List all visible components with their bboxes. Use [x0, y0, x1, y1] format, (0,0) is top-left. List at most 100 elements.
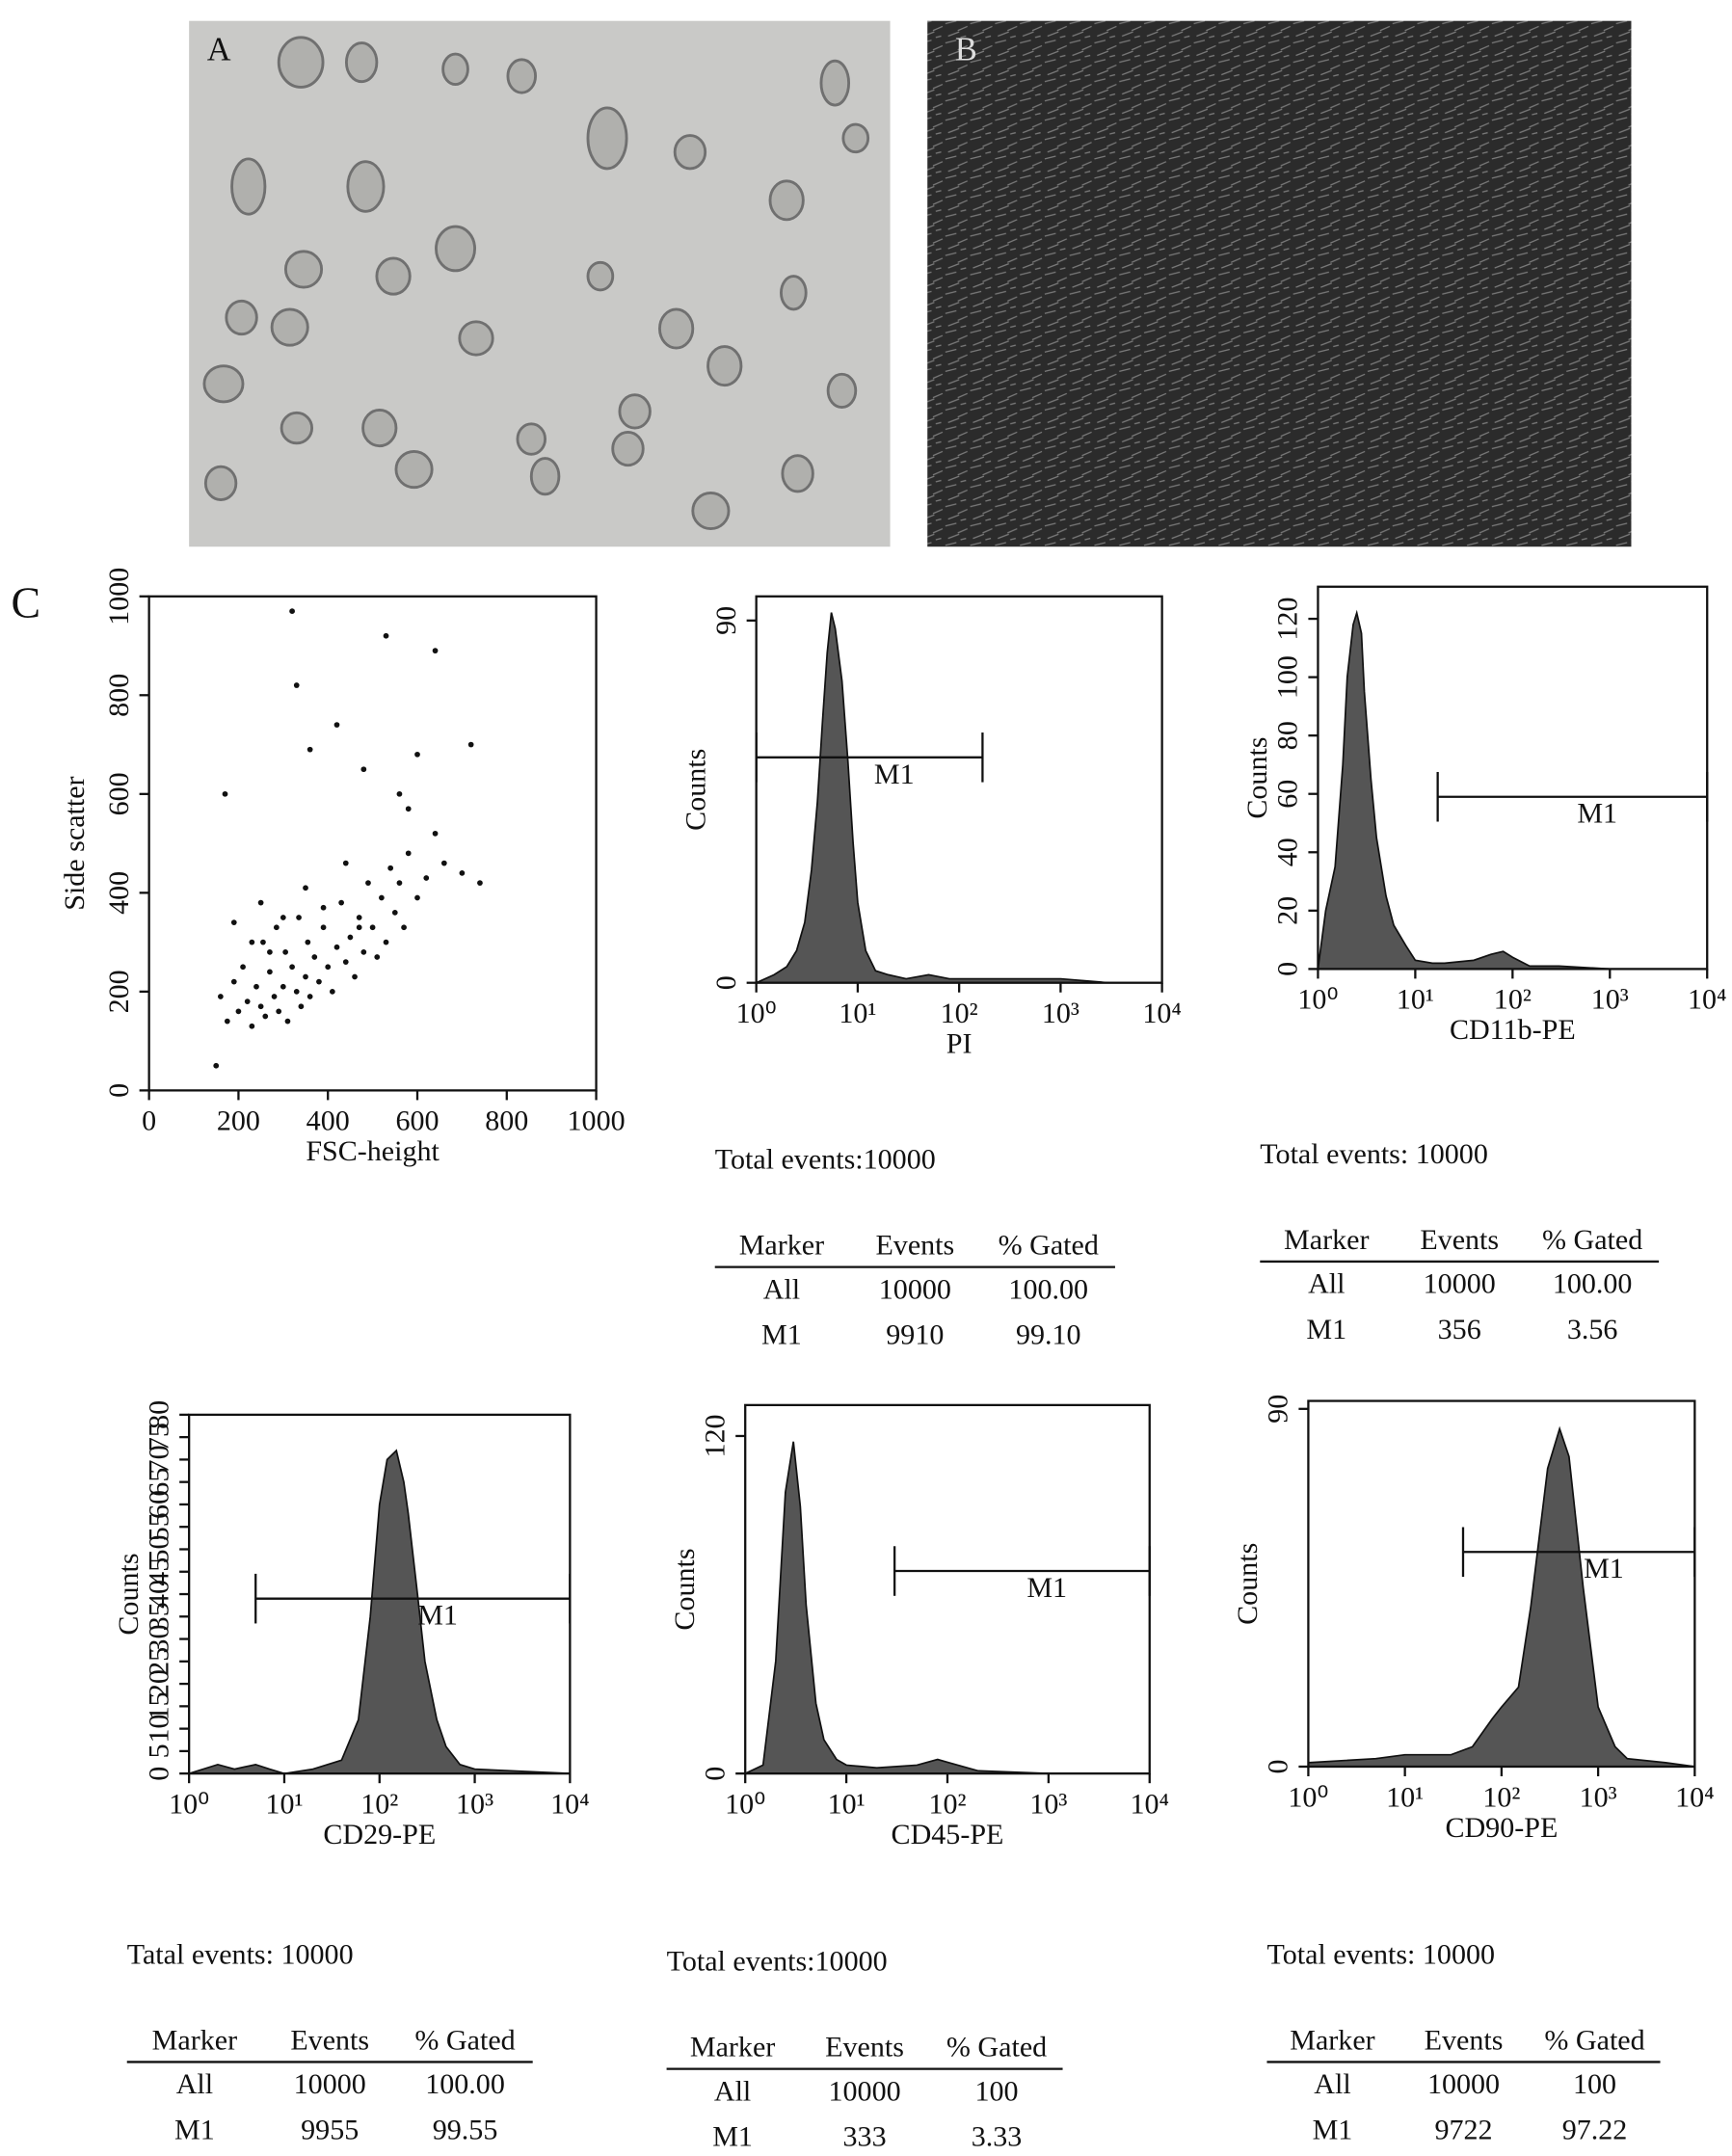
y-tick-label: 60	[1271, 780, 1304, 809]
table-cell: 100.00	[1553, 1267, 1633, 1300]
point	[467, 741, 474, 748]
x-tick-label: 10⁰	[725, 1787, 765, 1820]
panel-label: A	[207, 32, 231, 68]
y-tick-label: 800	[102, 674, 135, 717]
point	[230, 919, 237, 925]
y-tick-label: 100	[1271, 655, 1304, 699]
x-tick-label: 10²	[928, 1787, 966, 1820]
y-tick-label: 5	[142, 1743, 174, 1758]
x-tick-label: 10¹	[1397, 983, 1434, 1016]
y-tick-label: 600	[102, 772, 135, 815]
total-events: Total events: 10000	[1266, 1938, 1495, 1971]
point	[383, 939, 389, 945]
point	[306, 994, 313, 999]
y-tick-label: 40	[1271, 838, 1304, 866]
x-tick-label: 10²	[941, 997, 978, 1029]
total-events: Total events: 10000	[1260, 1137, 1488, 1170]
point	[338, 899, 344, 906]
table-header: Marker	[152, 2023, 237, 2056]
x-axis-title: CD90-PE	[1445, 1811, 1558, 1844]
y-tick-label: 1000	[102, 568, 135, 626]
x-tick-label: 0	[142, 1105, 156, 1137]
table-cell: 99.10	[1016, 1318, 1081, 1351]
point	[257, 899, 264, 906]
table-header: Events	[825, 2030, 904, 2063]
table-cell: 356	[1438, 1313, 1481, 1345]
table-header: Events	[290, 2023, 369, 2056]
y-tick-label: 75	[142, 1423, 174, 1451]
x-tick-label: 10²	[360, 1787, 398, 1820]
point	[365, 880, 371, 886]
y-tick-label: 120	[698, 1414, 731, 1457]
table-cell: 333	[843, 2120, 887, 2153]
x-tick-label: 200	[217, 1105, 260, 1137]
histogram-chart: 10⁰ 10¹ 10² 10³ 10⁴ 0 510152025303540455055606…	[112, 1400, 590, 2146]
table-cell: All	[176, 2067, 213, 2100]
y-tick-label: 55	[142, 1512, 174, 1541]
table-cell: M1	[1313, 2113, 1353, 2145]
table-header: Marker	[739, 1229, 824, 1262]
point	[289, 964, 295, 971]
point	[280, 915, 286, 920]
table-cell: M1	[174, 2113, 215, 2145]
point	[423, 875, 430, 881]
x-tick-label: 10⁰	[169, 1787, 209, 1820]
histogram-area	[188, 1449, 571, 1775]
y-tick-label: 120	[1271, 598, 1304, 641]
x-axis-title: CD29-PE	[323, 1818, 436, 1850]
table-cell: 100.00	[425, 2067, 505, 2100]
table-header: % Gated	[946, 2030, 1047, 2063]
point	[320, 904, 327, 911]
x-tick-label: 10⁴	[1130, 1787, 1169, 1820]
total-events: Total events:10000	[667, 1945, 888, 1978]
point	[432, 648, 439, 654]
x-tick-label: 10⁰	[1297, 983, 1338, 1016]
point	[352, 973, 358, 980]
table-cell: M1	[712, 2120, 753, 2153]
x-tick-label: 10¹	[839, 997, 876, 1029]
histogram-area	[1307, 1425, 1695, 1768]
y-tick-label: 0	[1262, 1759, 1294, 1773]
y-tick-label: 30	[142, 1625, 174, 1654]
gate-label: M1	[1584, 1552, 1624, 1584]
point	[298, 1003, 305, 1010]
histogram-area	[756, 612, 1162, 984]
x-tick-label: 10⁰	[736, 997, 777, 1029]
panel-label: B	[955, 32, 977, 68]
point	[477, 880, 483, 886]
plot-frame	[744, 1403, 1151, 1775]
point	[224, 1018, 230, 1025]
y-tick-label: 90	[1262, 1395, 1294, 1424]
point	[405, 850, 412, 857]
y-tick-label: 70	[142, 1445, 174, 1474]
table-cell: 100	[1573, 2067, 1616, 2100]
table-cell: All	[1314, 2067, 1350, 2100]
x-axis-title: PI	[946, 1026, 973, 1059]
point	[396, 880, 403, 886]
point	[249, 1023, 255, 1029]
point	[276, 1008, 282, 1015]
table-cell: 100	[975, 2074, 1019, 2107]
gate-label: M1	[874, 758, 915, 790]
point	[320, 924, 327, 931]
point	[440, 860, 447, 866]
x-tick-label: 10³	[1580, 1780, 1617, 1813]
table-cell: 10000	[1427, 2067, 1500, 2100]
point	[289, 608, 295, 615]
y-tick-label: 20	[1271, 896, 1304, 925]
table-header: Marker	[690, 2030, 775, 2063]
point	[360, 766, 367, 773]
table-cell: 10000	[1424, 1267, 1496, 1300]
point	[414, 751, 420, 758]
micrograph-b: B	[927, 20, 1632, 547]
x-tick-label: 10³	[1029, 1787, 1067, 1820]
table-cell: 3.56	[1567, 1313, 1618, 1345]
point	[271, 994, 278, 999]
table-cell: All	[1308, 1267, 1345, 1300]
point	[230, 978, 237, 985]
point	[222, 790, 228, 797]
plot-frame	[1317, 585, 1709, 971]
point	[240, 964, 246, 971]
point	[347, 934, 354, 941]
